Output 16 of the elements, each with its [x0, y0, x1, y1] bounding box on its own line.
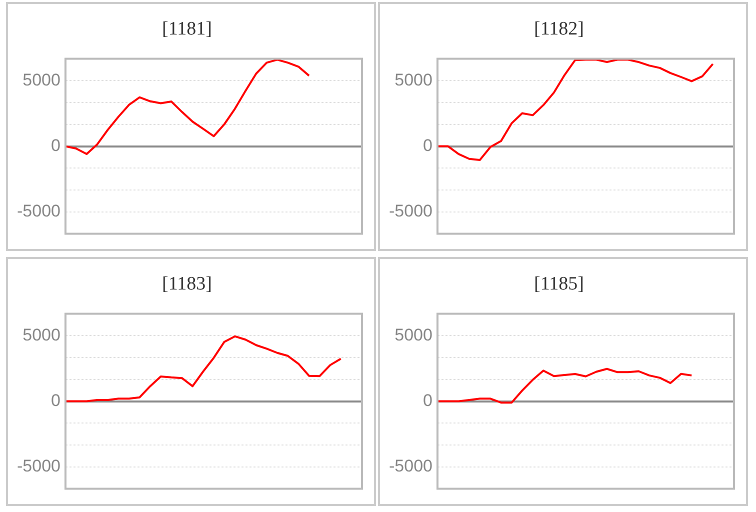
y-tick-label: -5000: [16, 202, 60, 221]
y-tick-label: 5000: [22, 70, 60, 90]
y-tick-label: 5000: [394, 325, 432, 344]
y-tick-label: 5000: [22, 325, 60, 344]
y-tick-label: -5000: [388, 456, 432, 476]
chart-title: [1185]: [534, 273, 584, 294]
y-tick-label: 0: [423, 136, 432, 155]
y-tick-label: -5000: [388, 202, 432, 221]
y-tick-label: 0: [423, 390, 432, 410]
y-tick-label: 5000: [394, 70, 432, 90]
chart-title: [1182]: [534, 18, 584, 40]
y-tick-label: 0: [51, 390, 60, 410]
y-tick-label: 0: [51, 136, 60, 155]
chart-title: [1183]: [162, 273, 212, 294]
chart-title: [1181]: [162, 18, 212, 40]
y-tick-label: -5000: [16, 456, 60, 476]
